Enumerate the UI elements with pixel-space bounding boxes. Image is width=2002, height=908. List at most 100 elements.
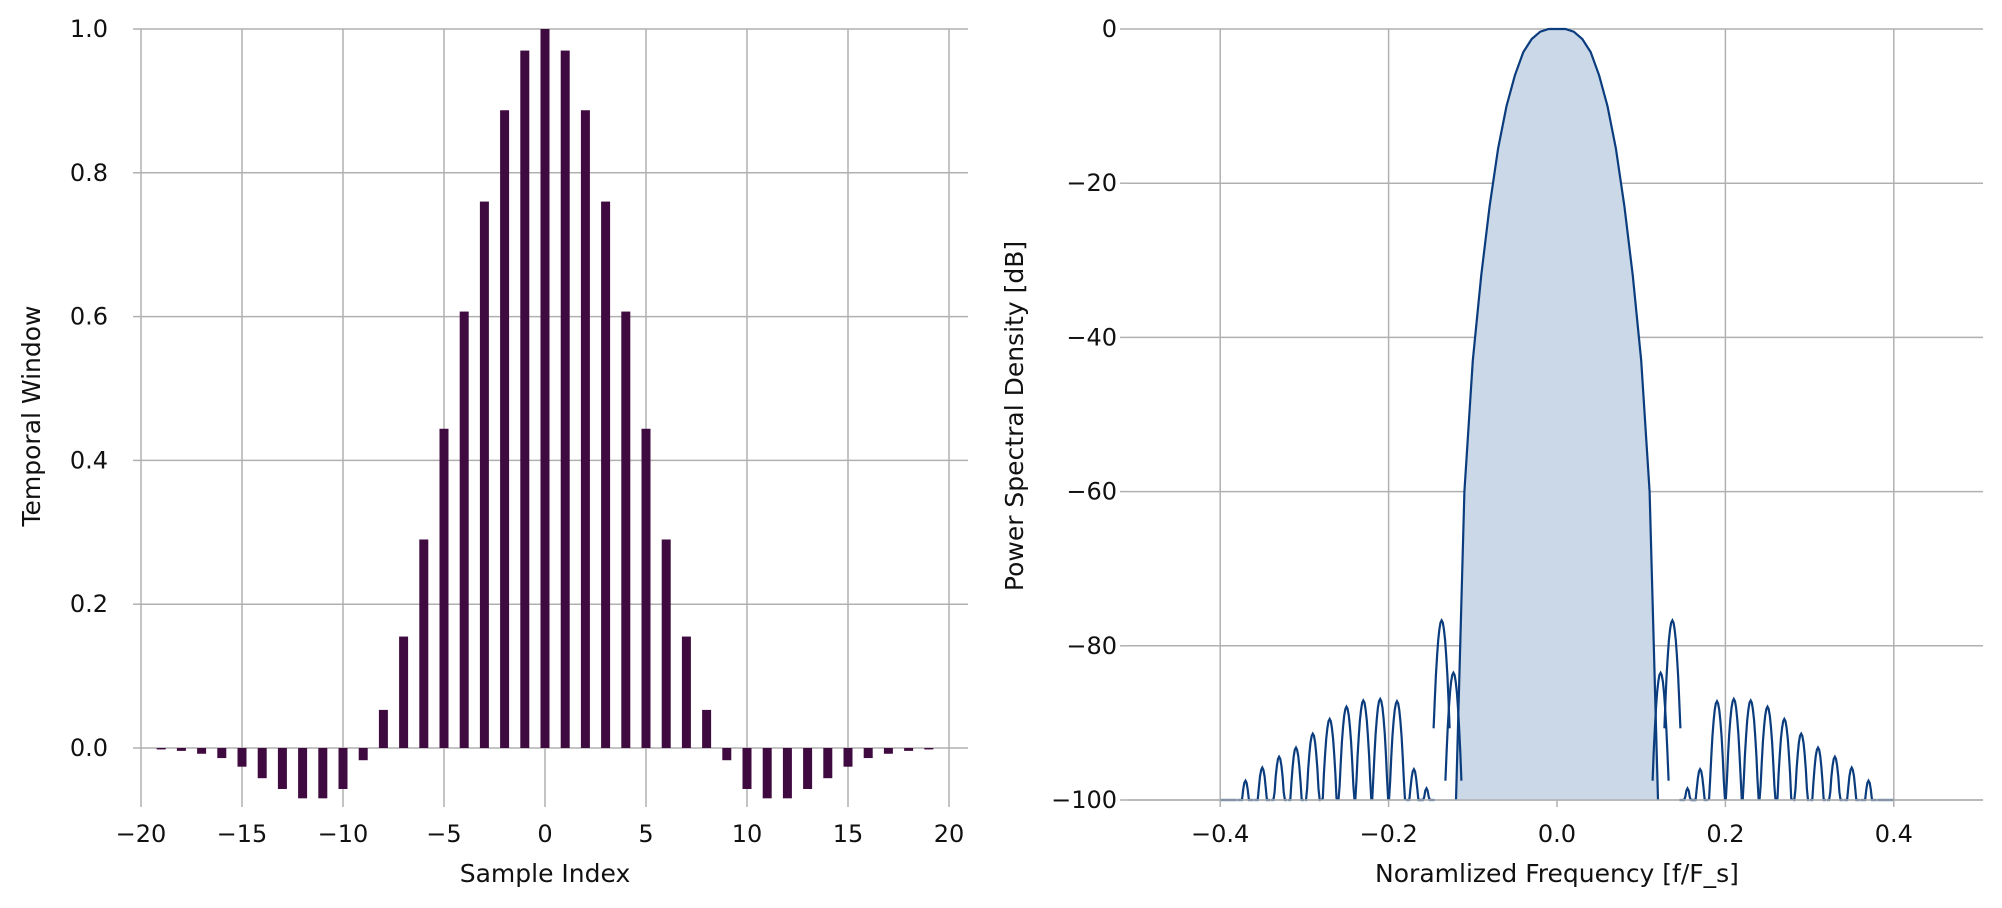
- mainlobe-fill: [1456, 29, 1658, 800]
- bar: [500, 110, 510, 748]
- x-tick-label: −20: [116, 820, 167, 848]
- x-tick-labels: −0.4 −0.2 0.0 0.2 0.4: [1191, 820, 1913, 848]
- sidelobe: [1237, 778, 1254, 802]
- sidelobe: [1707, 698, 1727, 801]
- mainlobe-area: [1456, 29, 1658, 800]
- x-tick-label: 0.4: [1875, 820, 1913, 848]
- bar: [762, 748, 772, 799]
- bar: [298, 748, 308, 799]
- x-tick-label: −15: [217, 820, 268, 848]
- bar: [479, 201, 489, 748]
- bar: [782, 748, 792, 799]
- sidelobe: [1663, 618, 1682, 729]
- sidelobe: [1254, 765, 1271, 802]
- bar: [863, 748, 873, 759]
- sidelobe: [1741, 698, 1760, 801]
- x-tick-label: 15: [833, 820, 864, 848]
- bar: [803, 748, 813, 789]
- bar: [722, 748, 732, 761]
- sidelobe: [1418, 786, 1435, 802]
- x-tick-label: 5: [638, 820, 653, 848]
- x-tick-label: 0.2: [1706, 820, 1744, 848]
- bar: [257, 748, 267, 779]
- sidelobe: [1271, 754, 1288, 802]
- x-tick-label: −10: [318, 820, 369, 848]
- x-tick-label: −5: [426, 820, 461, 848]
- bar: [601, 201, 611, 748]
- bar-series: [156, 29, 934, 799]
- bar: [742, 748, 752, 789]
- y-tick-label: 0: [1102, 15, 1117, 43]
- bar: [439, 428, 449, 748]
- bar: [459, 311, 469, 748]
- y-tick-label: −80: [1066, 632, 1117, 660]
- y-tick-label: −60: [1066, 478, 1117, 506]
- sidelobe: [1337, 704, 1356, 801]
- sidelobe: [1371, 696, 1390, 801]
- x-tick-label: 20: [934, 820, 965, 848]
- grid: [133, 28, 968, 807]
- bar: [580, 110, 590, 748]
- bar: [338, 748, 348, 789]
- sidelobe: [1651, 670, 1670, 781]
- bar: [277, 748, 287, 789]
- y-tick-label: 1.0: [70, 15, 108, 43]
- x-tick-label: −0.2: [1359, 820, 1417, 848]
- bar: [176, 748, 186, 751]
- sidelobe: [1826, 754, 1843, 802]
- sidelobe: [1432, 618, 1451, 729]
- sidelobe: [1843, 765, 1860, 802]
- y-tick-label: 0.8: [70, 159, 108, 187]
- x-tick-label: 10: [732, 820, 763, 848]
- sidelobe: [1304, 731, 1321, 802]
- x-tick-labels: −20 −15 −10 −5 0 5 10 15 20: [116, 820, 965, 848]
- bar: [904, 748, 914, 751]
- y-tick-label: 0.4: [70, 446, 108, 474]
- sidelobe: [1692, 766, 1709, 802]
- bar: [378, 709, 388, 748]
- bar: [924, 748, 934, 750]
- x-tick-label: 0.0: [1538, 820, 1576, 848]
- bar: [621, 311, 631, 748]
- bar: [843, 748, 853, 767]
- psd-line: [1220, 27, 1894, 802]
- sidelobe: [1724, 696, 1743, 801]
- sidelobe: [1444, 670, 1463, 781]
- y-tick-label: −20: [1066, 169, 1117, 197]
- bar: [399, 636, 409, 748]
- y-axis-label: Temporal Window: [17, 306, 46, 528]
- x-axis-label: Noramlized Frequency [f/F_s]: [1375, 859, 1739, 888]
- sidelobe: [1775, 716, 1794, 801]
- y-tick-labels: 0.0 0.2 0.4 0.6 0.8 1.0: [70, 15, 108, 762]
- sidelobe: [1288, 745, 1304, 802]
- x-axis-label: Sample Index: [460, 859, 631, 888]
- sidelobe: [1679, 786, 1696, 802]
- temporal-window-chart: −20 −15 −10 −5 0 5 10 15 20 0.0 0.2 0.4 0.6 0.8 1.0 S…: [17, 15, 968, 888]
- bar: [237, 748, 247, 767]
- y-tick-labels: 0 −20 −40 −60 −80 −100: [1051, 15, 1117, 814]
- bar: [358, 748, 368, 761]
- sidelobe: [1758, 704, 1777, 801]
- y-axis-label: Power Spectral Density [dB]: [1000, 241, 1029, 591]
- bar: [217, 748, 227, 759]
- bar: [641, 428, 651, 748]
- x-tick-label: −0.4: [1191, 820, 1249, 848]
- sidelobe: [1387, 698, 1407, 801]
- sidelobe: [1354, 698, 1373, 801]
- bar: [318, 748, 328, 799]
- y-tick-label: −40: [1066, 323, 1117, 351]
- bar: [681, 636, 691, 748]
- bar: [823, 748, 833, 779]
- y-tick-label: 0.6: [70, 303, 108, 331]
- sidelobe: [1793, 731, 1810, 802]
- bar: [702, 709, 712, 748]
- bar: [540, 29, 550, 748]
- bar: [520, 50, 530, 748]
- y-tick-label: 0.2: [70, 590, 108, 618]
- mainlobe-line: [1454, 27, 1660, 801]
- x-tick-label: 0: [537, 820, 552, 848]
- sidelobe: [1860, 778, 1877, 802]
- bar: [661, 539, 671, 748]
- bar: [883, 748, 893, 754]
